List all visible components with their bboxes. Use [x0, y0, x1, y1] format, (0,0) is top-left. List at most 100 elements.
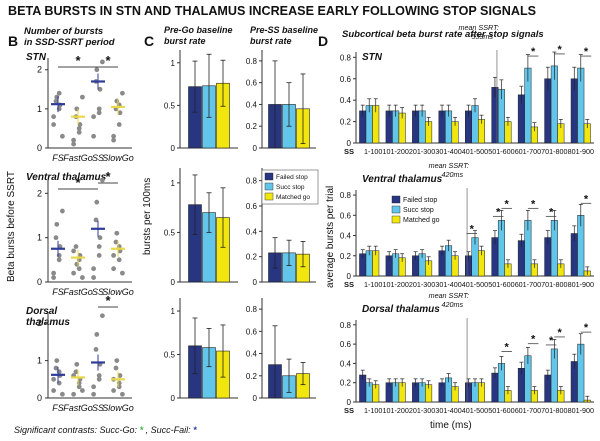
b-dot-1-0-3: [53, 235, 59, 241]
d-bin-label-1-5: 501-600: [488, 280, 514, 289]
c-ytick-label-pre_ss-0-4: 0: [253, 144, 258, 153]
b-dot-2-3-2: [117, 373, 123, 378]
d-sig-green-star-2-2: *: [557, 327, 562, 339]
b-sig-star-0-0: *: [75, 53, 81, 68]
d-ss-label-2: SS: [344, 406, 354, 415]
d-legend-label-0: Failed stop: [403, 197, 437, 204]
d-ytick-label-2-3: 0.2: [340, 379, 352, 388]
b-dot-2-1-0: [71, 391, 76, 397]
b-dot-1-0-1: [56, 257, 62, 263]
b-dot-2-1-3: [73, 369, 79, 375]
d-bin-label-1-1: 101-200: [382, 280, 408, 289]
b-dot-0-2-6: [91, 133, 96, 139]
b-dot-2-3-4: [114, 358, 120, 364]
d-sig-green-star-0-0: *: [531, 46, 536, 58]
panel-b-stn-name: STN: [26, 52, 47, 63]
d-sig-green-star-1-0: *: [505, 198, 510, 210]
c-ytick-label-pre_go-2-2: 0: [171, 394, 176, 403]
b-group-label-1-2: SS: [92, 287, 104, 297]
b-dot-2-0-0: [51, 388, 56, 393]
d-bin-label-0-8: 801-900: [568, 147, 594, 156]
d-bin-label-1-7: 701-800: [541, 280, 567, 289]
c-legend-swatch-0: [264, 172, 274, 181]
c-ytick-label-pre_go-0-1: 0.5: [164, 101, 176, 110]
b-dot-2-2-1: [96, 373, 102, 378]
d-bin-label-2-7: 701-800: [541, 406, 567, 415]
b-dot-0-0-7: [56, 90, 62, 96]
panel-b-letter: B: [8, 33, 18, 49]
c-ytick-label-pre_ss-0-1: 0.6: [246, 79, 258, 88]
d-sig-blue-star-1-0: *: [470, 224, 475, 236]
b-group-label-1-1: FastGo: [63, 287, 93, 297]
d-ytick-label-0-4: 0: [347, 139, 352, 148]
d-bin-label-2-2: 201-300: [409, 406, 435, 415]
b-dot-2-2-5: [100, 313, 105, 319]
c-ytick-label-pre_ss-1-2: 0.4: [246, 227, 258, 236]
b-dot-1-0-5: [60, 208, 65, 214]
b-dot-0-3-0: [111, 133, 116, 139]
b-dot-2-1-4: [74, 361, 80, 367]
d-sig-blue-star-2-0: *: [549, 335, 554, 347]
c-ytick-label-pre_go-0-2: 0: [171, 144, 176, 153]
b-group-label-0-3: SlowGo: [102, 153, 134, 163]
c-ytick-label-pre_ss-0-0: 0.8: [246, 57, 258, 66]
d-bin-label-1-2: 201-300: [409, 280, 435, 289]
d-ssrt-label2-2: 420ms: [441, 300, 463, 309]
c-ytick-label-pre_ss-2-1: 0.6: [246, 327, 258, 336]
panel-d-stn-name: STN: [362, 52, 383, 63]
b-group-label-2-0: FS: [52, 403, 64, 413]
d-legend-swatch-2: [391, 215, 401, 224]
b-dot-0-0-0: [51, 114, 56, 120]
d-sig-green-star-2-1: *: [531, 334, 536, 346]
b-dot-0-3-2: [117, 110, 123, 116]
b-dot-1-2-5: [100, 177, 105, 183]
c-ytick-label-pre_ss-0-2: 0.4: [246, 100, 258, 109]
d-ytick-label-2-4: 0: [347, 398, 352, 407]
b-dot-2-2-4: [94, 332, 100, 337]
b-dot-1-3-6: [111, 252, 116, 258]
c-legend-swatch-1: [264, 182, 274, 191]
b-dot-0-1-1: [76, 129, 82, 135]
d-bin-label-2-3: 301-400: [435, 406, 461, 415]
d-ssrt-label1-1: mean SSRT:: [429, 161, 469, 170]
d-bin-label-2-1: 101-200: [382, 406, 408, 415]
panel-b-vthal-name: Ventral thalamus: [26, 172, 107, 183]
d-legend-swatch-1: [391, 205, 401, 214]
b-dot-2-3-0: [111, 388, 116, 393]
figure-title: BETA BURSTS IN STN AND THALAMUS INCREASE…: [8, 4, 536, 18]
d-bin-label-0-5: 501-600: [488, 147, 514, 156]
d-ytick-label-0-3: 0.2: [340, 118, 352, 127]
b-dot-0-3-6: [111, 137, 116, 143]
b-group-label-2-3: SlowGo: [102, 403, 134, 413]
d-bin-label-1-3: 301-400: [435, 280, 461, 289]
d-bin-label-2-6: 601-700: [515, 406, 541, 415]
b-dot-1-3-1: [116, 257, 122, 263]
c-legend-label-1: Succ stop: [276, 184, 305, 191]
b-dot-0-0-5: [60, 133, 65, 139]
b-dot-1-2-1: [96, 252, 102, 258]
panel-d-vthal-name: Ventral thalamus: [362, 174, 443, 185]
b-dot-0-3-1: [116, 122, 122, 127]
d-sig-green-star-0-2: *: [584, 46, 589, 58]
d-ytick-label-1-3: 0.2: [340, 252, 352, 261]
panel-c-ylabel: bursts per 100ms: [142, 178, 153, 255]
d-legend-swatch-0: [391, 195, 401, 204]
c-ytick-label-pre_go-1-1: 0.5: [164, 228, 176, 237]
panel-b-ylabel: Beta bursts before SSRT: [6, 171, 17, 282]
d-bin-label-0-1: 101-200: [382, 147, 408, 156]
b-dot-2-1-5: [80, 388, 85, 393]
d-sig-green-star-2-3: *: [584, 322, 589, 334]
d-legend-label-2: Matched go: [403, 217, 440, 224]
d-ss-label-1: SS: [344, 280, 354, 289]
b-dot-1-1-6: [71, 248, 76, 254]
d-sig-green-star-2-0: *: [505, 341, 510, 353]
d-ytick-label-0-0: 0.8: [340, 53, 352, 62]
panel-b-heading-1: Number of bursts: [24, 26, 103, 37]
d-bin-label-2-4: 401-500: [462, 406, 488, 415]
d-bin-label-1-8: 801-900: [568, 280, 594, 289]
d-ssrt-label1-0: mean SSRT:: [458, 23, 498, 32]
panel-d-letter: D: [318, 33, 328, 49]
footnote-prefix: Significant contrasts: Succ-Go:: [14, 425, 138, 435]
panel-d-ylabel: average bursts per trial: [325, 186, 336, 288]
